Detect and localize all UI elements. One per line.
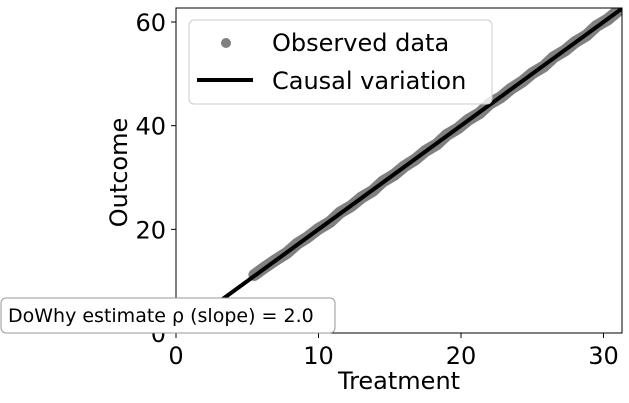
y-tick-label: 60 [135,9,166,37]
x-tick-label: 0 [168,342,183,370]
plot-area [176,8,622,333]
x-tick-label: 30 [588,342,619,370]
x-tick-label: 20 [446,342,477,370]
y-tick-label: 20 [135,216,166,244]
legend-label-causal-variation: Causal variation [272,67,466,95]
legend-box [188,19,493,105]
annotation: DoWhy estimate ρ (slope) = 2.0 [0,297,336,334]
y-tick-label: 40 [135,113,166,141]
legend-marker-observed-data [221,38,231,48]
legend-label-observed-data: Observed data [272,29,449,57]
legend: Observed data Causal variation [188,19,493,105]
annotation-box [0,297,336,334]
y-axis-label: Outcome [105,118,133,228]
x-axis-label: Treatment [337,367,460,395]
annotation-text: DoWhy estimate ρ (slope) = 2.0 [8,305,314,327]
axes-frame [175,7,623,334]
x-tick-label: 10 [303,342,334,370]
causal-variation-line [176,8,622,333]
